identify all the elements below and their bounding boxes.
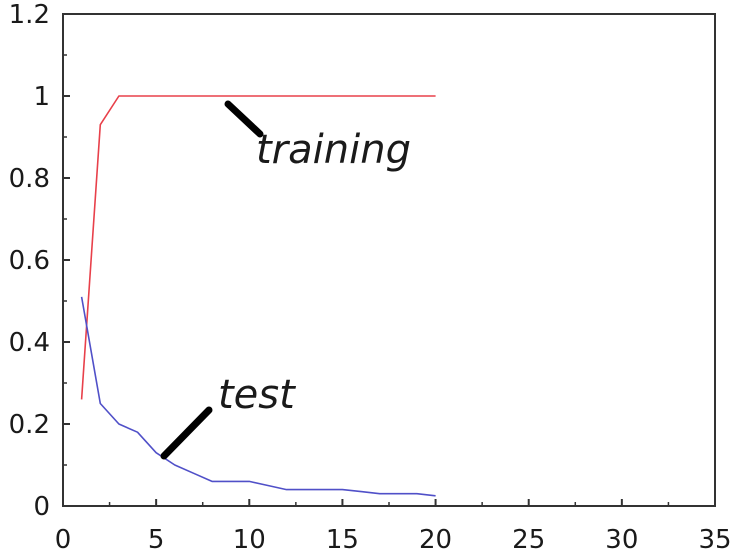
y-tick-label: 1 [33, 82, 50, 112]
y-axis-ticks: 0 0.2 0.4 0.6 0.8 1 1.2 [9, 0, 70, 522]
x-tick-label: 15 [326, 525, 359, 555]
x-tick-label: 30 [605, 525, 638, 555]
y-tick-label: 0 [33, 492, 50, 522]
training-annotation: training [256, 127, 411, 173]
y-tick-label: 0.8 [9, 164, 50, 194]
x-tick-label: 25 [512, 525, 545, 555]
plot-frame [62, 13, 716, 507]
annotation-layer: training test [160, 100, 411, 460]
x-tick-label: 10 [233, 525, 266, 555]
series-layer [80, 95, 436, 497]
x-tick-label: 20 [419, 525, 452, 555]
y-tick-label: 0.4 [9, 328, 50, 358]
series-line-test [80, 296, 436, 497]
x-tick-label: 0 [55, 525, 72, 555]
series-line-training [80, 95, 436, 400]
test-annotation: test [218, 372, 296, 418]
y-tick-label: 1.2 [9, 0, 50, 30]
x-axis-ticks: 0 5 10 15 20 25 30 35 [55, 499, 732, 555]
training-callout-line [224, 100, 264, 138]
y-tick-label: 0.6 [9, 246, 50, 276]
x-tick-label: 35 [698, 525, 731, 555]
y-tick-label: 0.2 [9, 410, 50, 440]
x-tick-label: 5 [148, 525, 165, 555]
test-callout-line [160, 406, 213, 460]
